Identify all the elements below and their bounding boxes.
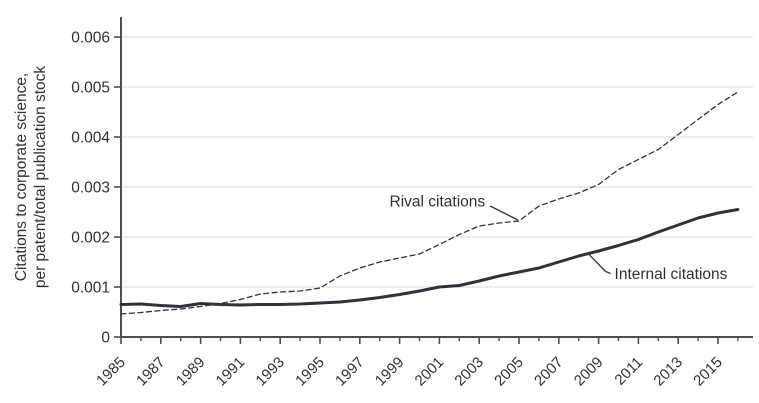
x-tick-label: 1985: [93, 354, 129, 390]
x-tick-label: 1993: [252, 354, 288, 390]
x-tick-label: 1989: [173, 354, 209, 390]
x-tick-label: 2005: [491, 354, 527, 390]
x-tick-label: 1997: [332, 354, 368, 390]
x-tick-label: 2003: [451, 354, 487, 390]
annotation-rival-citations-pointer: [489, 205, 519, 221]
x-tick-label: 1999: [372, 354, 408, 390]
y-axis-title: Citations to corporate science, per paten…: [13, 66, 49, 289]
annotation-internal-citations-label: Internal citations: [615, 266, 728, 283]
x-tick-label: 1987: [133, 354, 169, 390]
internal-citations-line: [119, 208, 740, 308]
x-tick-label: 1995: [292, 354, 328, 390]
annotation-internal-citations-pointer: [587, 252, 611, 275]
y-tick-label: 0.006: [71, 30, 110, 47]
x-tick-label: 2013: [650, 354, 686, 390]
x-tick-label: 2009: [571, 354, 607, 390]
y-tick-label: 0: [101, 330, 110, 347]
rival-citations-line: [120, 91, 739, 315]
x-tick-label: 2007: [531, 354, 567, 390]
x-tick-label: 1991: [213, 354, 249, 390]
y-tick-label: 0.003: [71, 180, 110, 197]
y-tick-label: 0.002: [71, 230, 110, 247]
x-tick-label: 2011: [611, 354, 646, 389]
y-tick-label: 0.005: [71, 80, 110, 97]
annotation-rival-citations-label: Rival citations: [390, 194, 486, 211]
y-tick-label: 0.001: [71, 280, 110, 297]
x-tick-label: 2001: [412, 354, 448, 390]
x-tick-label: 2015: [690, 354, 726, 390]
y-tick-label: 0.004: [71, 130, 110, 147]
